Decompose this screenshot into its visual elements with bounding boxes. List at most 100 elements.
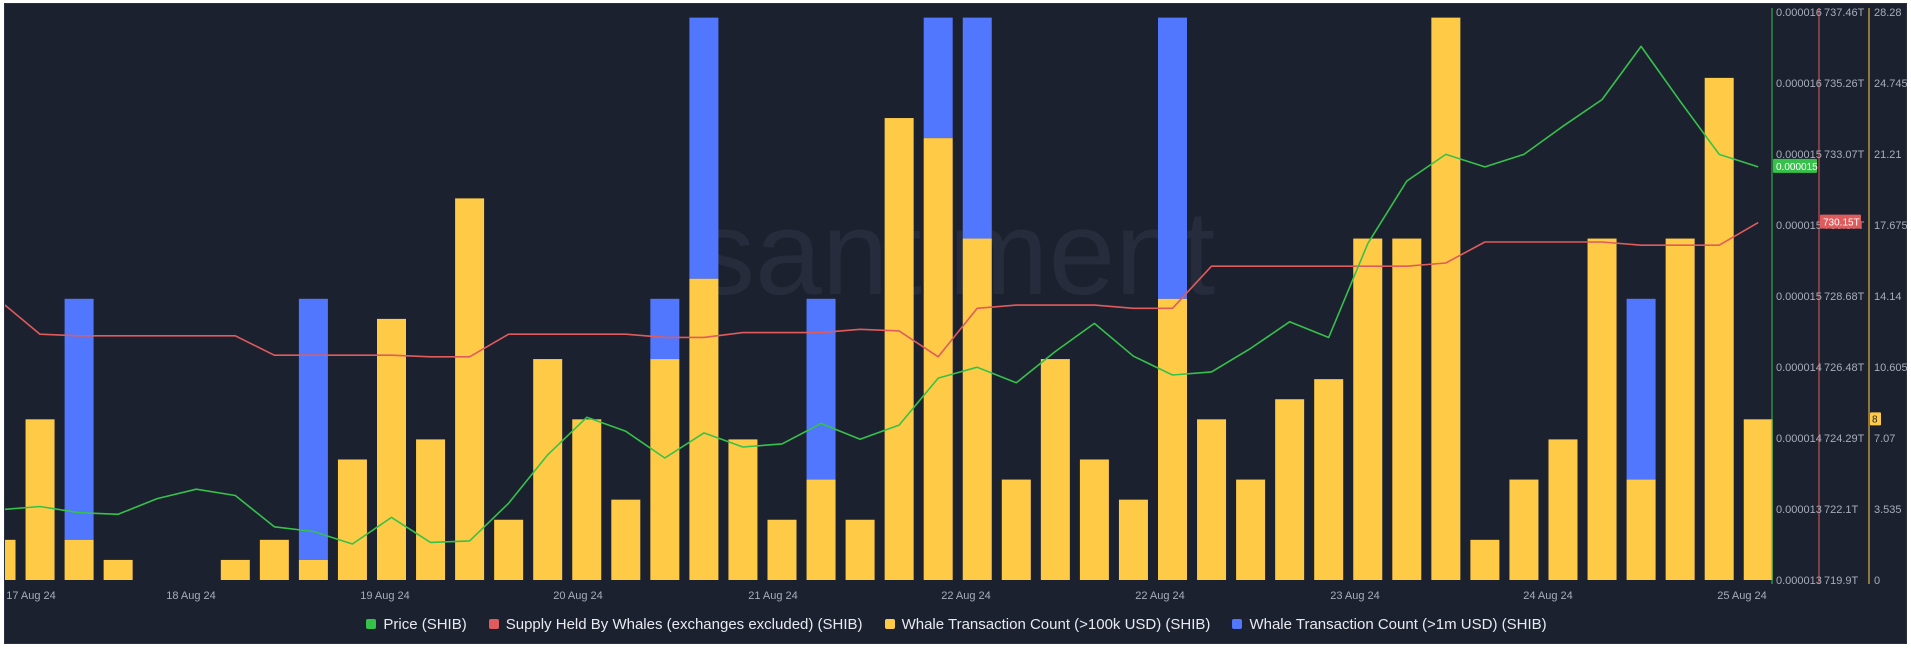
count-tick-label: 14.14 (1874, 291, 1902, 303)
bar-count-100k (377, 318, 406, 580)
bar-count-100k (1236, 479, 1266, 580)
supply-tick-label: 724.29T (1824, 433, 1865, 445)
bar-count-100k (5, 539, 16, 580)
bar-count-1m (962, 17, 992, 239)
bar-count-100k (455, 198, 485, 580)
current-count-label: 8 (1872, 414, 1878, 425)
bar-count-100k (923, 138, 953, 581)
bar-count-100k (1704, 77, 1734, 580)
current-price-label: 0.000015 (1776, 162, 1818, 173)
bar-count-100k (1587, 238, 1617, 580)
bar-count-100k (337, 459, 367, 580)
bar-count-100k (962, 238, 992, 580)
bar-count-100k (1470, 539, 1500, 580)
count-tick-label: 3.535 (1874, 504, 1902, 516)
price-tick-label: 0.000016 (1776, 78, 1822, 90)
x-tick-label: 23 Aug 24 (1330, 590, 1380, 602)
bar-count-100k (689, 278, 719, 580)
count-tick-label: 28.28 (1874, 7, 1902, 19)
legend-item-whale-supply[interactable]: Supply Held By Whales (exchanges exclude… (488, 615, 863, 633)
x-tick-label: 19 Aug 24 (360, 590, 410, 602)
bar-count-1m (1626, 298, 1656, 480)
bar-count-100k (1275, 399, 1305, 580)
bar-count-100k (611, 499, 641, 580)
supply-tick-label: 728.68T (1824, 291, 1865, 303)
price-tick-label: 0.000015 (1776, 220, 1822, 232)
bar-count-100k (1001, 479, 1031, 580)
legend-item-price[interactable]: Price (SHIB) (366, 616, 467, 633)
axes-layer: 0.0000160.0000160.0000150.0000150.000015… (6, 7, 1907, 602)
legend-label-count-100k: Whale Transaction Count (>100k USD) (SHI… (901, 615, 1211, 633)
bar-count-100k (416, 439, 446, 580)
price-tick-label: 0.000016 (1776, 7, 1822, 19)
bar-count-1m (689, 17, 719, 279)
bar-count-100k (1665, 238, 1695, 580)
count-tick-label: 7.07 (1874, 433, 1895, 445)
bar-count-100k (494, 519, 524, 580)
bar-count-1m (298, 298, 328, 560)
bar-count-100k (1353, 238, 1383, 580)
x-tick-label: 24 Aug 24 (1523, 590, 1573, 602)
legend-label-whale-supply: Supply Held By Whales (exchanges exclude… (505, 615, 863, 633)
price-tick-label: 0.000013 (1776, 575, 1822, 587)
x-tick-label: 17 Aug 24 (6, 590, 56, 602)
x-tick-label: 18 Aug 24 (166, 590, 216, 602)
bar-count-1m (923, 17, 953, 139)
legend-swatch-count-1m (1232, 619, 1243, 629)
supply-tick-label: 735.26T (1824, 78, 1865, 90)
bar-count-1m (64, 298, 94, 540)
legend-item-count-100k[interactable]: Whale Transaction Count (>100k USD) (SHI… (884, 615, 1211, 633)
supply-tick-label: 726.48T (1824, 362, 1865, 374)
bar-count-100k (884, 118, 914, 580)
line-price (5, 45, 1759, 545)
legend-item-count-1m[interactable]: Whale Transaction Count (>1m USD) (SHIB) (1232, 615, 1547, 633)
bar-count-100k (298, 559, 328, 580)
x-tick-label: 22 Aug 24 (1135, 590, 1185, 602)
bar-count-100k (64, 539, 94, 580)
chart-legend: Price (SHIB) Supply Held By Whales (exch… (5, 609, 1908, 639)
bar-count-1m (1158, 17, 1187, 299)
bar-count-100k (25, 419, 55, 580)
bar-count-100k (1509, 479, 1539, 580)
price-tick-label: 0.000014 (1776, 433, 1822, 445)
x-tick-label: 21 Aug 24 (748, 590, 798, 602)
bar-count-100k (1626, 479, 1656, 580)
bar-count-1m (806, 298, 836, 480)
bar-count-100k (220, 559, 250, 580)
current-count-badge (1870, 412, 1881, 426)
count-tick-label: 0 (1874, 575, 1880, 587)
legend-swatch-price (366, 619, 377, 629)
current-price-badge (1773, 158, 1817, 173)
supply-tick-label: 719.9T (1824, 575, 1859, 587)
price-tick-label: 0.000013 (1776, 504, 1822, 516)
bar-count-100k (1548, 439, 1578, 580)
price-tick-label: 0.000015 (1776, 149, 1822, 161)
bar-count-100k (103, 559, 133, 580)
bar-count-100k (1392, 238, 1422, 580)
bar-count-100k (1118, 499, 1148, 580)
supply-tick-label: 733.07T (1824, 149, 1865, 161)
chart-svg: santiment 0.0000160.0000160.0000150.0000… (5, 7, 1908, 602)
count-tick-label: 10.605 (1874, 362, 1908, 374)
current-supply-badge (1820, 214, 1861, 229)
bar-count-100k (1743, 419, 1773, 580)
x-tick-label: 25 Aug 24 (1717, 590, 1767, 602)
bar-count-100k (1431, 17, 1461, 580)
price-tick-label: 0.000014 (1776, 362, 1822, 374)
bar-count-1m (650, 298, 680, 360)
bars-layer (5, 17, 1773, 581)
bar-count-100k (806, 479, 836, 580)
x-tick-label: 20 Aug 24 (553, 590, 603, 602)
bar-count-100k (767, 519, 797, 580)
legend-swatch-whale-supply (488, 619, 499, 629)
legend-label-count-1m: Whale Transaction Count (>1m USD) (SHIB) (1249, 615, 1547, 633)
lines-layer (5, 45, 1759, 545)
bar-count-100k (259, 539, 289, 580)
current-supply-label: 730.15T (1823, 218, 1860, 229)
bar-count-100k (1040, 359, 1070, 580)
bar-count-100k (845, 519, 875, 580)
santiment-watermark: santiment (695, 186, 1215, 320)
bar-count-100k (1158, 298, 1187, 580)
supply-tick-label: 722.1T (1824, 504, 1859, 516)
line-whale-supply (5, 221, 1759, 358)
